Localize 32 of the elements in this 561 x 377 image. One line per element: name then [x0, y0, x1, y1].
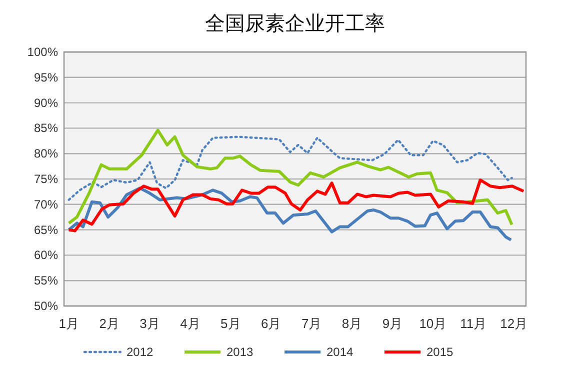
y-tick-label: 95%: [34, 70, 58, 84]
x-tick-label: 12月: [500, 316, 528, 331]
y-tick-label: 75%: [34, 172, 58, 186]
x-tick-label: 8月: [342, 316, 362, 331]
y-tick-label: 80%: [34, 146, 58, 161]
legend-label: 2014: [326, 345, 354, 359]
x-tick-label: 3月: [140, 316, 160, 331]
x-tick-label: 6月: [261, 316, 282, 331]
line-series: [67, 186, 513, 242]
chart-title: 全国尿素企业开工率: [205, 13, 385, 35]
y-tick-label: 100%: [27, 45, 58, 59]
x-tick-label: 5月: [220, 316, 241, 331]
x-tick-label: 11月: [460, 316, 487, 331]
y-tick-label: 85%: [34, 121, 58, 136]
y-tick-label: 55%: [34, 274, 58, 288]
y-tick-label: 90%: [34, 96, 58, 110]
x-tick-label: 9月: [382, 316, 403, 331]
y-tick-label: 70%: [34, 197, 58, 212]
y-tick-label: 60%: [34, 248, 58, 262]
x-tick-label: 1月: [58, 316, 79, 331]
x-tick-label: 2月: [99, 316, 120, 331]
line-series: [67, 128, 514, 226]
legend-label: 2012: [126, 345, 154, 359]
legend-label: 2015: [426, 345, 454, 359]
y-tick-label: 65%: [34, 222, 58, 237]
x-tick-label: 7月: [301, 316, 322, 331]
line-series: [67, 178, 526, 232]
y-tick-label: 50%: [34, 299, 58, 313]
legend-label: 2013: [226, 345, 254, 359]
line-series: [68, 136, 513, 201]
x-tick-label: 10月: [419, 316, 447, 331]
x-tick-label: 4月: [180, 316, 200, 331]
